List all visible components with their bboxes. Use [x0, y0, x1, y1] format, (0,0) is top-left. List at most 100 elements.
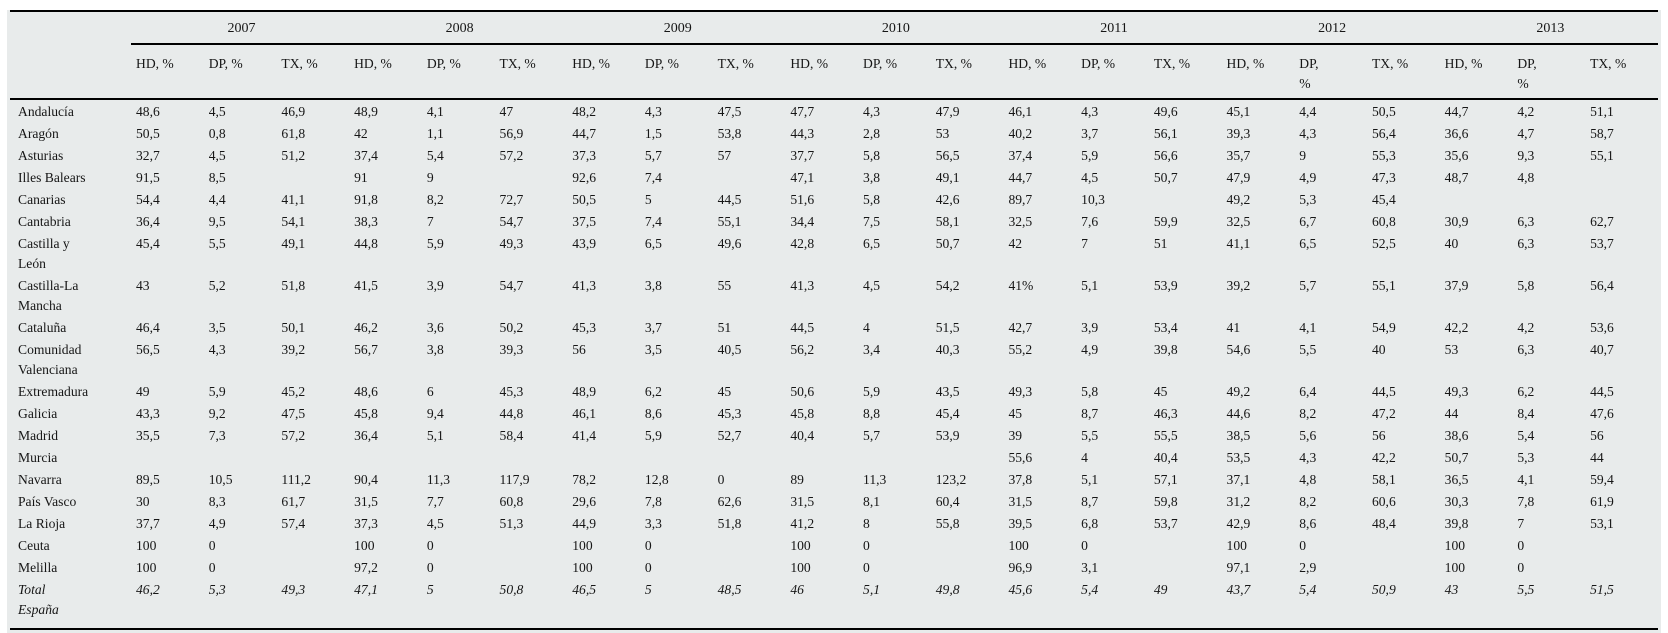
value-cell: 8,5 — [208, 170, 226, 185]
value-cell: 41,1 — [1226, 236, 1251, 251]
value-cell: 100 — [136, 538, 157, 553]
value-cell: 30,9 — [1444, 214, 1469, 229]
value-cell: 42,7 — [1008, 320, 1033, 335]
value-cell: 5,8 — [1081, 384, 1099, 399]
col-header: TX, % — [712, 44, 786, 100]
value-cell: 89 — [790, 472, 804, 487]
col-header: DP, % — [1076, 44, 1149, 100]
table-row: Aragón 50,5 0,8 61,8 42 1,1 56,9 44,7 1,5 53,8 44,… — [10, 122, 1658, 144]
value-cell: 38,6 — [1444, 428, 1469, 443]
value-cell: 9,4 — [426, 406, 444, 421]
value-cell — [931, 534, 1004, 556]
value-cell: 50,2 — [499, 320, 524, 335]
value-cell: 44,5 — [1590, 384, 1614, 399]
value-cell: 54,1 — [281, 214, 306, 229]
value-cell — [713, 556, 786, 578]
value-cell: 50,5 — [136, 126, 160, 141]
value-cell: 6,3 — [1517, 342, 1535, 357]
value-cell: 4,1 — [1517, 472, 1535, 487]
col-header: TX, % — [494, 44, 568, 100]
value-cell: 8,7 — [1081, 494, 1099, 509]
value-cell: 37,4 — [354, 148, 378, 163]
col-header: HD, % — [567, 44, 640, 100]
value-cell: 45,3 — [499, 384, 524, 399]
value-cell: 53,4 — [1153, 320, 1178, 335]
value-cell: 36,4 — [354, 428, 378, 443]
value-cell: 4 — [863, 320, 870, 335]
value-cell: 3,8 — [426, 342, 444, 357]
value-cell: 8,2 — [426, 192, 444, 207]
value-cell: 45,4 — [136, 236, 160, 251]
value-cell: 0 — [863, 560, 870, 575]
region-name: Illes Balears — [18, 170, 86, 185]
value-cell: 0 — [1299, 538, 1307, 553]
value-cell: 89,5 — [136, 472, 160, 487]
value-cell: 5,9 — [1081, 148, 1099, 163]
value-cell: 35,6 — [1444, 148, 1469, 163]
col-header: TX, % — [930, 44, 1004, 100]
value-cell: 36,6 — [1444, 126, 1469, 141]
value-cell — [276, 166, 349, 188]
col-header-label: TX, % — [281, 56, 318, 71]
table-row: Asturias 32,7 4,5 51,2 37,4 5,4 57,2 37,3 5,7 57 3… — [10, 144, 1658, 166]
value-cell — [495, 556, 568, 578]
value-cell: 62,7 — [1590, 214, 1614, 229]
value-cell: 46,4 — [136, 320, 160, 335]
value-cell: 35,5 — [136, 428, 160, 443]
value-cell: 46,9 — [281, 104, 306, 119]
value-cell: 4,5 — [1081, 170, 1099, 185]
table-row: Total España 46,2 5,3 49,3 47,1 5 50,8 46,5 5 48,… — [10, 578, 1658, 629]
value-cell — [1512, 188, 1585, 210]
value-cell: 57 — [717, 148, 732, 163]
value-cell: 58,4 — [499, 428, 524, 443]
value-cell: 44,8 — [499, 406, 524, 421]
value-cell: 56 — [1590, 428, 1604, 443]
value-cell: 7,8 — [644, 494, 662, 509]
col-header-label: DP, % — [1081, 56, 1116, 71]
value-cell: 43,5 — [935, 384, 960, 399]
value-cell: 8,6 — [1299, 516, 1317, 531]
col-header: DP, % — [639, 44, 713, 100]
value-cell: 4,1 — [1299, 320, 1317, 335]
value-cell: 45,8 — [354, 406, 378, 421]
value-cell: 38,3 — [354, 214, 378, 229]
value-cell: 48,9 — [572, 384, 597, 399]
value-cell: 10,5 — [208, 472, 233, 487]
value-cell: 50,6 — [790, 384, 815, 399]
col-header: DP, % — [203, 44, 277, 100]
value-cell: 37,3 — [572, 148, 597, 163]
value-cell: 45 — [1153, 384, 1168, 399]
value-cell — [1440, 188, 1513, 210]
table-row: La Rioja 37,7 4,9 57,4 37,3 4,5 51,3 44,9 3,3 51,… — [10, 512, 1658, 534]
col-header: HD, % — [1221, 44, 1295, 100]
value-cell: 39,2 — [1226, 278, 1251, 293]
value-cell — [349, 446, 422, 468]
value-cell: 5,3 — [1517, 450, 1535, 465]
value-cell: 6,5 — [1299, 236, 1317, 251]
value-cell: 7,3 — [208, 428, 226, 443]
value-cell: 100 — [136, 560, 157, 575]
value-cell: 100 — [1444, 560, 1466, 575]
year-header: 2012 — [1221, 11, 1440, 45]
value-cell: 58,1 — [1371, 472, 1396, 487]
value-cell: 53,7 — [1153, 516, 1178, 531]
region-cell: La Rioja — [10, 512, 131, 534]
value-cell: 50,5 — [1371, 104, 1396, 119]
year-header: 2013 — [1439, 11, 1658, 45]
region-cell: Cantabria — [10, 210, 131, 232]
value-cell: 31,2 — [1226, 494, 1251, 509]
value-cell — [1585, 534, 1658, 556]
value-cell: 62,6 — [717, 494, 742, 509]
value-cell: 36,5 — [1444, 472, 1469, 487]
value-cell: 56,9 — [499, 126, 524, 141]
value-cell: 5,8 — [863, 148, 881, 163]
table-row: Castilla y León 45,4 5,5 49,1 44,8 5,9 49,3 43,… — [10, 232, 1658, 274]
value-cell: 0 — [208, 560, 216, 575]
col-header-label: TX, % — [499, 56, 536, 71]
table-row: Illes Balears 91,5 8,5 91 9 92,6 7,4 47,1 3,8 49,… — [10, 166, 1658, 188]
value-cell: 54,7 — [499, 214, 524, 229]
value-cell: 40,4 — [1153, 450, 1178, 465]
value-cell: 41 — [1226, 320, 1241, 335]
value-cell: 37,5 — [572, 214, 597, 229]
value-cell: 5 — [426, 582, 434, 597]
